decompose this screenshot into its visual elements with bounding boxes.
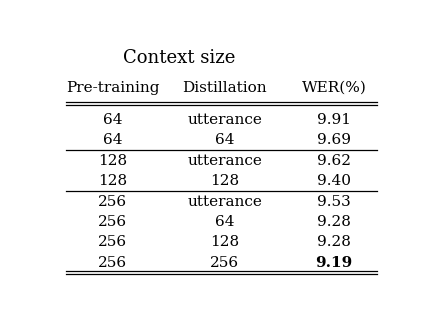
Text: Pre-training: Pre-training bbox=[66, 81, 159, 95]
Text: 9.28: 9.28 bbox=[317, 215, 351, 229]
Text: utterance: utterance bbox=[187, 194, 262, 209]
Text: 128: 128 bbox=[210, 236, 239, 249]
Text: 256: 256 bbox=[98, 215, 127, 229]
Text: 9.69: 9.69 bbox=[317, 133, 351, 147]
Text: 64: 64 bbox=[103, 113, 122, 127]
Text: 256: 256 bbox=[210, 256, 239, 270]
Text: 128: 128 bbox=[98, 174, 127, 188]
Text: 64: 64 bbox=[215, 133, 235, 147]
Text: 128: 128 bbox=[210, 174, 239, 188]
Text: 9.40: 9.40 bbox=[317, 174, 351, 188]
Text: 9.62: 9.62 bbox=[317, 154, 351, 168]
Text: 9.91: 9.91 bbox=[317, 113, 351, 127]
Text: 256: 256 bbox=[98, 236, 127, 249]
Text: 128: 128 bbox=[98, 154, 127, 168]
Text: Distillation: Distillation bbox=[183, 81, 267, 95]
Text: utterance: utterance bbox=[187, 113, 262, 127]
Text: 9.19: 9.19 bbox=[315, 256, 352, 270]
Text: 256: 256 bbox=[98, 194, 127, 209]
Text: utterance: utterance bbox=[187, 154, 262, 168]
Text: 9.28: 9.28 bbox=[317, 236, 351, 249]
Text: 256: 256 bbox=[98, 256, 127, 270]
Text: WER(%): WER(%) bbox=[302, 81, 366, 95]
Text: 64: 64 bbox=[103, 133, 122, 147]
Text: Context size: Context size bbox=[123, 49, 235, 67]
Text: 64: 64 bbox=[215, 215, 235, 229]
Text: 9.53: 9.53 bbox=[317, 194, 351, 209]
